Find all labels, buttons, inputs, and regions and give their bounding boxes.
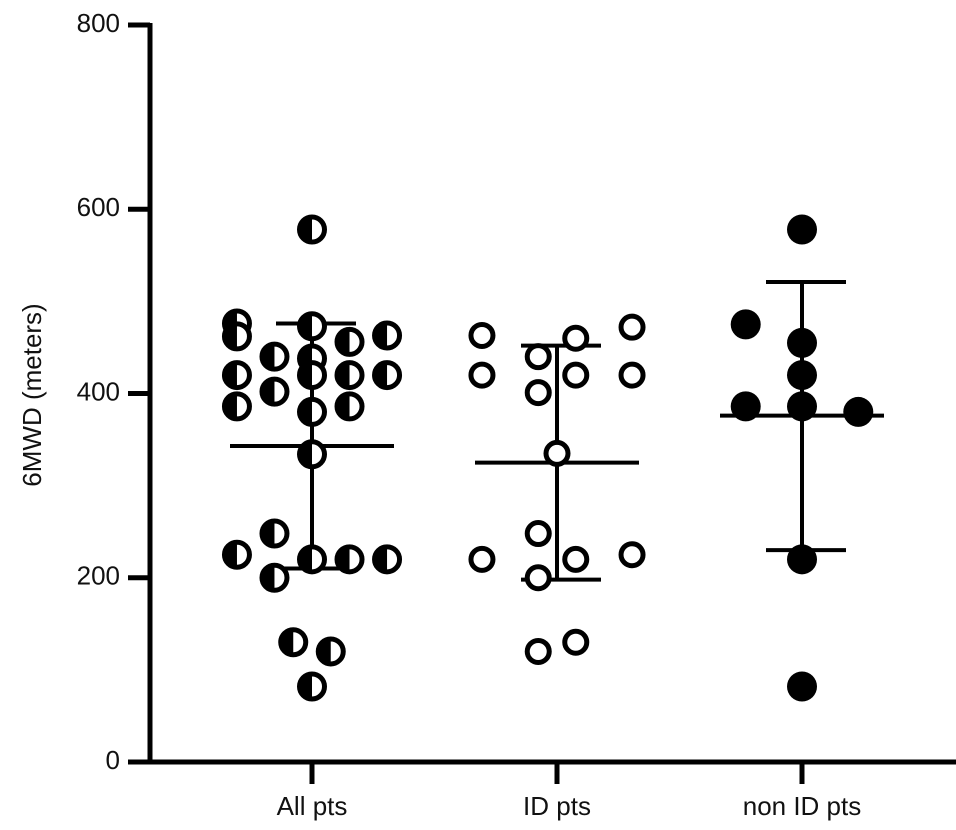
x-tick-label: All pts — [277, 791, 348, 821]
x-tick-label: non ID pts — [743, 791, 862, 821]
data-point — [259, 518, 290, 549]
data-point — [297, 544, 327, 575]
data-point — [730, 391, 761, 422]
data-point — [468, 321, 496, 349]
data-point — [618, 361, 646, 389]
data-point — [221, 539, 252, 570]
data-point — [297, 396, 327, 427]
data-point — [297, 360, 327, 391]
data-point — [372, 320, 403, 351]
data-point — [787, 327, 817, 358]
data-point — [259, 376, 290, 407]
axes: 0 200 400 600 800 All pts ID pts non ID pts — [77, 8, 956, 821]
data-point — [372, 360, 403, 391]
y-tick-label: 600 — [77, 192, 120, 222]
data-point — [730, 309, 761, 340]
data-point — [562, 361, 590, 389]
error-bars — [230, 280, 884, 582]
data-point — [787, 671, 817, 702]
data-point — [278, 627, 309, 658]
data-point — [259, 341, 290, 372]
data-point — [562, 324, 590, 352]
data-point — [259, 562, 290, 593]
y-tick-label: 800 — [77, 8, 120, 38]
data-point — [562, 628, 590, 656]
y-axis-label: 6MWD (meters) — [17, 303, 47, 486]
data-point — [787, 360, 817, 391]
data-points — [221, 214, 874, 702]
data-point — [787, 214, 817, 245]
y-tick-label: 0 — [106, 745, 120, 775]
data-point — [787, 391, 817, 422]
data-point — [221, 360, 252, 391]
y-tick-label: 400 — [77, 376, 120, 406]
data-point — [297, 214, 327, 245]
y-tick-label: 200 — [77, 561, 120, 591]
data-point — [468, 545, 496, 573]
data-point — [334, 360, 365, 391]
data-point — [543, 439, 571, 467]
data-point — [524, 379, 552, 407]
data-point — [618, 313, 646, 341]
data-point — [221, 391, 252, 422]
data-point — [315, 636, 346, 667]
data-point — [843, 396, 874, 427]
data-point — [334, 391, 365, 422]
data-point — [562, 545, 590, 573]
x-tick-label: ID pts — [523, 791, 591, 821]
data-point — [524, 564, 552, 592]
data-point — [372, 544, 403, 575]
data-point — [468, 361, 496, 389]
data-point — [524, 343, 552, 371]
data-point — [524, 520, 552, 548]
data-point — [334, 326, 365, 357]
data-point — [618, 541, 646, 569]
data-point — [221, 321, 252, 352]
data-point — [524, 637, 552, 665]
data-point — [297, 671, 327, 702]
data-point — [297, 311, 327, 342]
data-point — [297, 439, 327, 470]
data-point — [334, 544, 365, 575]
data-point — [787, 544, 817, 575]
